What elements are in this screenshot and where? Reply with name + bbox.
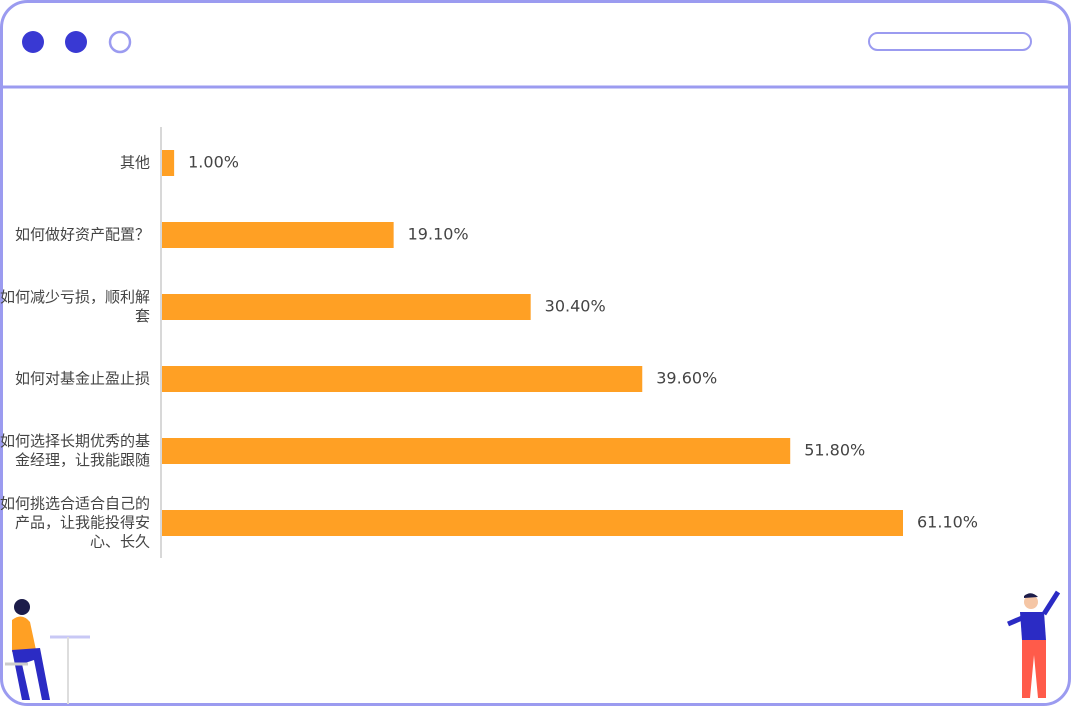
category-label: 如何选择长期优秀的基金经理，让我能跟随 (0, 432, 151, 469)
category-label: 如何减少亏损，顺利解套 (0, 288, 151, 325)
category-label: 其他 (119, 153, 150, 172)
window-dot (65, 31, 87, 53)
category-label: 如何挑选合适合自己的产品，让我能投得安心、长久 (0, 494, 151, 551)
window-dot (108, 30, 132, 54)
value-label: 30.40% (545, 297, 606, 316)
category-label: 如何对基金止盈止损 (14, 369, 150, 388)
bar (162, 510, 903, 536)
illustration-left (5, 599, 90, 704)
address-bar (868, 32, 1032, 51)
illustration-right (1007, 590, 1061, 698)
value-label: 51.80% (804, 441, 865, 460)
bar (162, 294, 531, 320)
value-label: 61.10% (917, 513, 978, 532)
value-label: 19.10% (408, 225, 469, 244)
bar (162, 222, 394, 248)
bar (162, 366, 643, 392)
value-label: 39.60% (656, 369, 717, 388)
bar (162, 150, 175, 176)
value-label: 1.00% (188, 153, 239, 172)
category-label: 如何做好资产配置？ (14, 225, 150, 244)
window-dot (22, 31, 44, 53)
bar (162, 438, 791, 464)
